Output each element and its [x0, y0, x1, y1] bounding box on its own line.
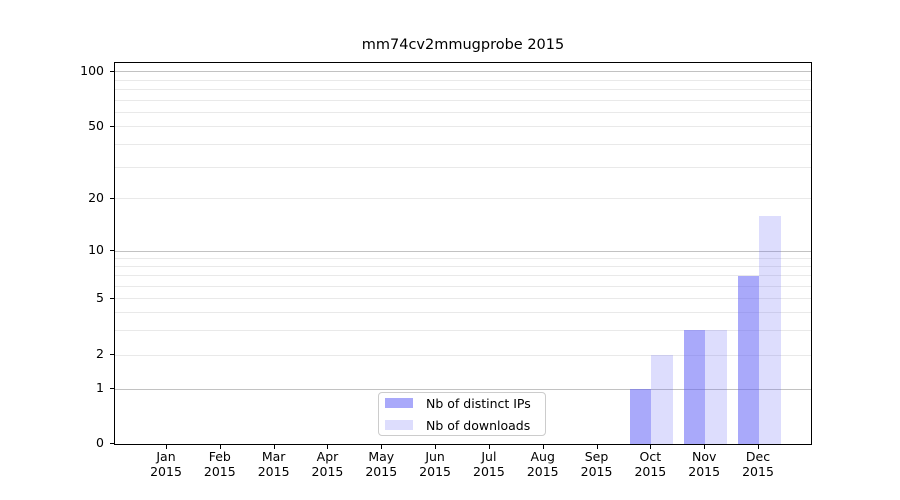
- y-tick-1: [110, 388, 114, 390]
- x-tick-label-mar: Mar 2015: [257, 449, 290, 479]
- legend-label-downloads: Nb of downloads: [426, 417, 531, 433]
- gridline-minor-20: [115, 198, 811, 200]
- x-tick-dec: [758, 445, 759, 449]
- y-tick-0: [110, 443, 114, 444]
- legend-item-downloads: Nb of downloads: [385, 419, 539, 432]
- x-tick-aug: [542, 445, 544, 449]
- x-tick-jul: [488, 445, 490, 449]
- y-tick-20: [110, 197, 114, 199]
- gridline-minor-40: [115, 143, 811, 145]
- x-tick-oct: [650, 445, 652, 449]
- y-tick-label-20: 20: [88, 189, 104, 205]
- legend-swatch-downloads-icon: [385, 420, 413, 430]
- x-tick-may: [381, 445, 383, 449]
- x-tick-jun: [435, 445, 437, 449]
- gridline-minor-3: [115, 329, 811, 331]
- x-tick-label-jul: Jul 2015: [473, 449, 505, 479]
- gridline-minor-5: [115, 298, 811, 300]
- x-tick-jan: [166, 445, 167, 449]
- gridline-minor-9: [115, 257, 811, 259]
- y-tick-label-1: 1: [96, 380, 104, 396]
- x-tick-sep: [596, 445, 598, 449]
- gridline-minor-6: [115, 285, 811, 287]
- x-tick-label-jan: Jan 2015: [150, 449, 182, 479]
- x-tick-label-aug: Aug 2015: [526, 449, 559, 479]
- x-tick-label-may: May 2015: [365, 449, 398, 479]
- y-tick-2: [110, 354, 114, 356]
- gridline-major-10: [115, 250, 811, 252]
- bar-distinct-ips-nov: [683, 330, 706, 444]
- gridline-minor-30: [115, 166, 811, 168]
- x-tick-label-dec: Dec 2015: [742, 449, 774, 479]
- x-tick-mar: [273, 445, 275, 449]
- gridline-minor-4: [115, 312, 811, 313]
- gridline-minor-2: [115, 354, 811, 356]
- bar-distinct-ips-oct: [629, 389, 652, 444]
- y-tick-100: [110, 70, 114, 72]
- y-tick-label-50: 50: [88, 117, 104, 133]
- y-tick-label-5: 5: [96, 289, 104, 305]
- legend: Nb of distinct IPs Nb of downloads: [378, 392, 546, 436]
- bar-distinct-ips-dec: [737, 275, 759, 444]
- x-tick-label-sep: Sep 2015: [580, 449, 613, 479]
- x-tick-label-feb: Feb 2015: [203, 449, 236, 479]
- gridline-minor-90: [115, 79, 811, 81]
- legend-swatch-distinct-ips-icon: [385, 398, 413, 408]
- x-tick-apr: [327, 445, 329, 449]
- legend-label-distinct-ips: Nb of distinct IPs: [426, 395, 531, 411]
- gridline-minor-8: [115, 266, 811, 267]
- y-tick-5: [110, 297, 114, 299]
- y-tick-50: [110, 125, 114, 127]
- x-tick-feb: [219, 445, 221, 449]
- y-tick-label-100: 100: [80, 62, 104, 78]
- gridline-major-100: [115, 71, 811, 73]
- x-tick-label-jun: Jun 2015: [419, 449, 451, 479]
- bar-downloads-nov: [705, 330, 727, 444]
- bar-downloads-dec: [759, 215, 781, 444]
- bar-downloads-oct: [651, 355, 673, 444]
- x-tick-label-apr: Apr 2015: [311, 449, 344, 479]
- chart-title: mm74cv2mmugprobe 2015: [361, 37, 565, 53]
- gridline-minor-80: [115, 88, 811, 90]
- y-tick-label-0: 0: [96, 435, 104, 450]
- x-tick-nov: [704, 445, 706, 449]
- gridline-minor-70: [115, 99, 811, 101]
- x-tick-label-nov: Nov 2015: [688, 449, 721, 479]
- legend-item-distinct-ips: Nb of distinct IPs: [385, 397, 539, 410]
- gridline-minor-50: [115, 126, 811, 128]
- plot-area: [114, 62, 812, 445]
- y-tick-10: [110, 250, 114, 252]
- gridline-major-1: [115, 388, 811, 390]
- gridline-minor-7: [115, 275, 811, 277]
- x-tick-label-oct: Oct 2015: [634, 449, 667, 479]
- y-tick-label-2: 2: [96, 346, 104, 362]
- gridline-minor-60: [115, 111, 811, 113]
- y-tick-label-10: 10: [88, 242, 104, 258]
